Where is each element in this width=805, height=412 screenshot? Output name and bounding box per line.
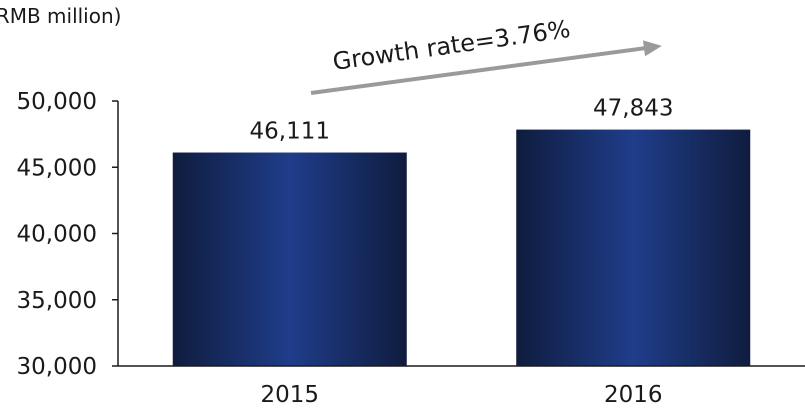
y-tick-label: 30,000 [17,354,97,380]
y-tick-label: 45,000 [17,155,97,181]
growth-arrow [310,46,647,95]
bar-2016 [516,129,751,366]
y-tick-label: 50,000 [17,89,97,115]
data-label-2016: 47,843 [593,96,673,122]
y-tick-label: 40,000 [17,222,97,248]
bar-2015 [172,152,407,366]
y-tick-label: 35,000 [17,288,97,314]
x-tick-label-2016: 2016 [604,382,663,408]
x-tick-label-2015: 2015 [260,382,319,408]
unit-label: (RMB million) [0,4,122,28]
growth-rate-annotation: Growth rate=3.76% [331,15,572,76]
data-label-2015: 46,111 [250,119,330,145]
growth-arrow-head [642,40,662,57]
